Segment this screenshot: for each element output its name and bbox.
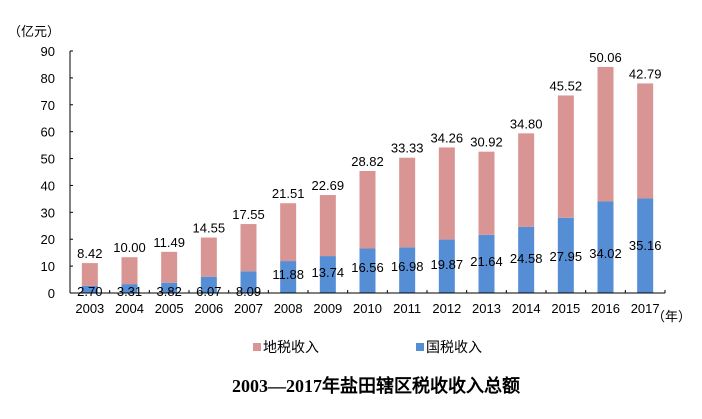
data-label-national-tax: 19.87 xyxy=(431,257,464,272)
data-label-local-tax: 34.80 xyxy=(510,116,543,131)
data-label-local-tax: 8.42 xyxy=(77,246,102,261)
x-tick-label: 2009 xyxy=(313,301,342,316)
bar-local-tax xyxy=(518,133,535,227)
x-tick-label: 2010 xyxy=(353,301,382,316)
bar-national-tax xyxy=(319,256,336,293)
bar-national-tax xyxy=(478,234,495,293)
x-tick-label: 2016 xyxy=(591,301,620,316)
bar-national-tax xyxy=(557,217,574,293)
x-tick-label: 2004 xyxy=(115,301,144,316)
bars: 2.70 8.42 3.31 10.00 3.82 11.49 6.07 14.55 8.09 1… xyxy=(77,50,661,299)
bar-national-tax xyxy=(399,247,416,293)
bar-local-tax xyxy=(161,251,178,283)
legend-label-local-tax: 地税收入 xyxy=(263,339,319,355)
bar-local-tax xyxy=(478,151,495,235)
legend-swatch-local-tax xyxy=(253,343,261,351)
data-label-local-tax: 22.69 xyxy=(312,178,345,193)
data-label-local-tax: 28.82 xyxy=(351,154,384,169)
bar-local-tax xyxy=(438,147,455,240)
y-axis-unit-label: （亿元） xyxy=(8,24,60,39)
x-tick-label: 2006 xyxy=(194,301,223,316)
bar-local-tax xyxy=(319,195,336,257)
data-label-national-tax: 34.02 xyxy=(589,246,622,261)
y-tick-label: 10 xyxy=(41,259,55,274)
x-tick-label: 2017 xyxy=(631,301,660,316)
bar-local-tax xyxy=(399,157,416,248)
y-tick-label: 80 xyxy=(41,71,55,86)
bar-national-tax xyxy=(200,276,217,293)
x-axis-unit-label: （年） xyxy=(652,309,691,324)
y-tick-label: 60 xyxy=(41,125,55,140)
data-label-national-tax: 3.31 xyxy=(117,284,142,299)
data-label-local-tax: 34.26 xyxy=(431,130,464,145)
bar-local-tax xyxy=(597,66,614,202)
x-tick-label: 2008 xyxy=(274,301,303,316)
bar-local-tax xyxy=(121,257,138,285)
data-label-local-tax: 42.79 xyxy=(629,66,662,81)
data-label-local-tax: 50.06 xyxy=(589,50,622,65)
y-tick-label: 90 xyxy=(41,44,55,59)
bar-local-tax xyxy=(359,170,376,249)
x-tick-label: 2015 xyxy=(551,301,580,316)
y-tick-label: 30 xyxy=(41,205,55,220)
bar-local-tax xyxy=(240,224,257,272)
bar-local-tax xyxy=(280,203,297,262)
data-label-national-tax: 2.70 xyxy=(77,284,102,299)
bar-local-tax xyxy=(200,237,217,277)
data-label-local-tax: 11.49 xyxy=(153,235,185,250)
x-tick-label: 2014 xyxy=(512,301,541,316)
data-label-local-tax: 21.51 xyxy=(272,186,305,201)
data-label-national-tax: 16.56 xyxy=(351,260,384,275)
data-label-local-tax: 14.55 xyxy=(193,221,226,236)
x-axis: 2003 2004 2005 2006 2007 2008 2009 2010 2011 2012… xyxy=(69,290,666,316)
data-label-national-tax: 11.88 xyxy=(272,267,304,282)
y-axis: 0 10 20 30 40 50 60 70 80 90 xyxy=(41,44,73,301)
y-tick-label: 0 xyxy=(48,286,55,301)
x-tick-label: 2005 xyxy=(155,301,184,316)
data-label-local-tax: 45.52 xyxy=(550,78,583,93)
bar-local-tax xyxy=(557,95,574,218)
legend: 地税收入 国税收入 xyxy=(253,339,482,355)
bar-national-tax xyxy=(81,285,98,293)
x-tick-label: 2011 xyxy=(393,301,421,316)
y-tick-label: 50 xyxy=(41,152,55,167)
x-tick-label: 2003 xyxy=(75,301,104,316)
data-label-national-tax: 24.58 xyxy=(510,251,543,266)
x-tick-label: 2007 xyxy=(234,301,263,316)
data-label-national-tax: 35.16 xyxy=(629,238,662,253)
data-label-local-tax: 10.00 xyxy=(113,240,146,255)
bar-national-tax xyxy=(518,226,535,293)
bar-national-tax xyxy=(597,201,614,293)
legend-label-national-tax: 国税收入 xyxy=(426,339,482,355)
bar-national-tax xyxy=(161,282,178,293)
bar-national-tax xyxy=(280,261,297,293)
y-tick-label: 70 xyxy=(41,98,55,113)
data-label-national-tax: 8.09 xyxy=(236,284,261,299)
x-tick-label: 2012 xyxy=(432,301,461,316)
bar-national-tax xyxy=(637,198,654,293)
chart-title: 2003—2017年盐田辖区税收收入总额 xyxy=(232,375,520,396)
bar-national-tax xyxy=(359,248,376,293)
bar-national-tax xyxy=(121,284,138,293)
legend-swatch-national-tax xyxy=(416,343,424,351)
y-tick-label: 20 xyxy=(41,232,55,247)
data-label-national-tax: 13.74 xyxy=(312,265,345,280)
y-tick-label: 40 xyxy=(41,178,55,193)
x-tick-label: 2013 xyxy=(472,301,501,316)
data-label-local-tax: 17.55 xyxy=(232,207,265,222)
data-label-national-tax: 6.07 xyxy=(196,284,221,299)
bar-local-tax xyxy=(81,263,98,286)
bar-national-tax xyxy=(438,239,455,293)
data-label-national-tax: 3.82 xyxy=(157,284,182,299)
data-label-local-tax: 33.33 xyxy=(391,141,424,156)
data-label-national-tax: 27.95 xyxy=(550,249,583,264)
data-label-national-tax: 21.64 xyxy=(470,254,503,269)
data-label-local-tax: 30.92 xyxy=(470,135,503,150)
bar-local-tax xyxy=(637,83,654,199)
bar-national-tax xyxy=(240,271,257,293)
data-label-national-tax: 16.98 xyxy=(391,259,424,274)
